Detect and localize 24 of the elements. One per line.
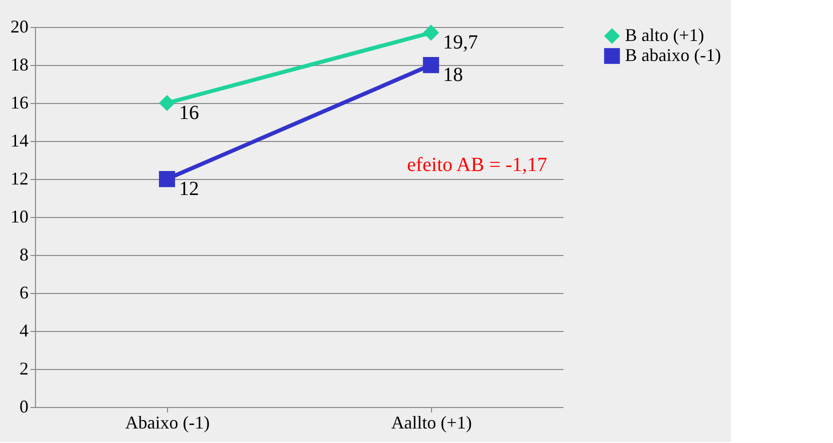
legend-label: B alto (+1) [625, 25, 704, 45]
point [158, 94, 176, 112]
y-tick-label: 4 [20, 320, 28, 340]
y-tick-label: 10 [10, 206, 28, 226]
y-tick-label: 8 [20, 244, 28, 264]
legend-label: B abaixo (-1) [625, 45, 721, 65]
point [422, 56, 440, 74]
point [158, 170, 176, 188]
data-label: 18 [443, 64, 463, 86]
y-tick-label: 2 [20, 358, 28, 378]
annotation: efeito AB = -1,17 [407, 154, 548, 176]
data-label: 19,7 [443, 32, 478, 54]
y-tick-label: 14 [10, 130, 28, 150]
y-tick-label: 18 [10, 54, 28, 74]
y-tick-label: 0 [20, 396, 28, 416]
x-tick-label: Abaixo (-1) [125, 412, 210, 432]
y-tick-label: 16 [10, 92, 28, 112]
x-tick-label: Aallto (+1) [391, 412, 472, 432]
data-label: 12 [179, 178, 199, 200]
data-label: 16 [179, 102, 199, 124]
y-tick-label: 12 [10, 168, 28, 188]
y-tick-label: 6 [20, 282, 28, 302]
point [422, 24, 440, 41]
y-tick-label: 20 [10, 16, 28, 36]
